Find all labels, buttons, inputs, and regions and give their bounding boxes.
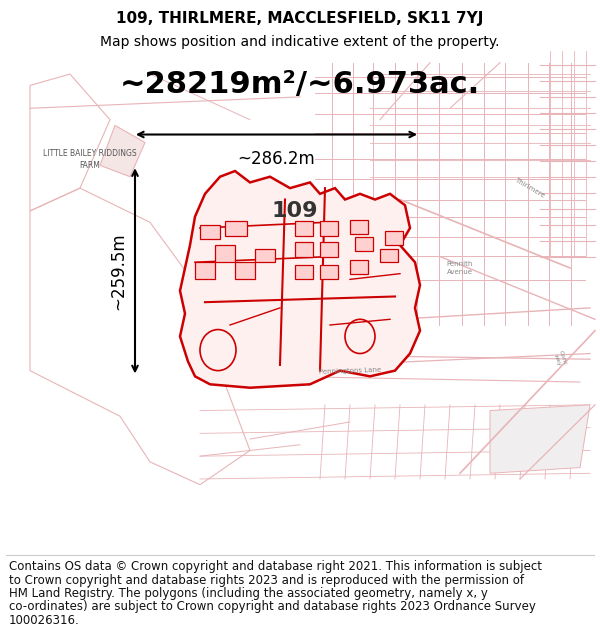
Polygon shape xyxy=(100,126,145,177)
Text: 100026316.: 100026316. xyxy=(9,614,80,625)
Bar xyxy=(255,249,275,262)
Text: HM Land Registry. The polygons (including the associated geometry, namely x, y: HM Land Registry. The polygons (includin… xyxy=(9,587,488,600)
Bar xyxy=(350,260,368,274)
Text: to Crown copyright and database rights 2023 and is reproduced with the permissio: to Crown copyright and database rights 2… xyxy=(9,574,524,587)
Text: Thirlmere: Thirlmere xyxy=(514,177,546,199)
Text: co-ordinates) are subject to Crown copyright and database rights 2023 Ordnance S: co-ordinates) are subject to Crown copyr… xyxy=(9,600,536,613)
Text: Contains OS data © Crown copyright and database right 2021. This information is : Contains OS data © Crown copyright and d… xyxy=(9,560,542,573)
Text: Conc
way: Conc way xyxy=(552,350,568,369)
Text: 109: 109 xyxy=(272,201,318,221)
Text: ~28219m²/~6.973ac.: ~28219m²/~6.973ac. xyxy=(120,70,480,99)
Bar xyxy=(235,262,255,279)
Polygon shape xyxy=(180,171,420,388)
Text: ~259.5m: ~259.5m xyxy=(109,232,127,309)
Bar xyxy=(225,221,247,236)
Bar xyxy=(295,221,313,236)
Bar xyxy=(215,245,235,262)
Text: ~286.2m: ~286.2m xyxy=(238,151,316,169)
Bar xyxy=(380,249,398,262)
Bar xyxy=(320,221,338,236)
Bar xyxy=(355,237,373,251)
Bar xyxy=(295,242,313,256)
Bar xyxy=(195,262,215,279)
Bar xyxy=(385,231,403,245)
Text: Pennith
Avenue: Pennith Avenue xyxy=(447,261,473,275)
Polygon shape xyxy=(490,405,590,473)
Bar xyxy=(320,242,338,256)
Text: Map shows position and indicative extent of the property.: Map shows position and indicative extent… xyxy=(100,35,500,49)
Text: 109, THIRLMERE, MACCLESFIELD, SK11 7YJ: 109, THIRLMERE, MACCLESFIELD, SK11 7YJ xyxy=(116,11,484,26)
Bar xyxy=(320,264,338,279)
Bar xyxy=(200,224,220,239)
Bar xyxy=(350,220,368,234)
Text: Penningtons Lane: Penningtons Lane xyxy=(319,366,381,375)
Text: LITTLE BAILEY RIDDINGS
FARM: LITTLE BAILEY RIDDINGS FARM xyxy=(43,149,137,170)
Bar xyxy=(295,264,313,279)
